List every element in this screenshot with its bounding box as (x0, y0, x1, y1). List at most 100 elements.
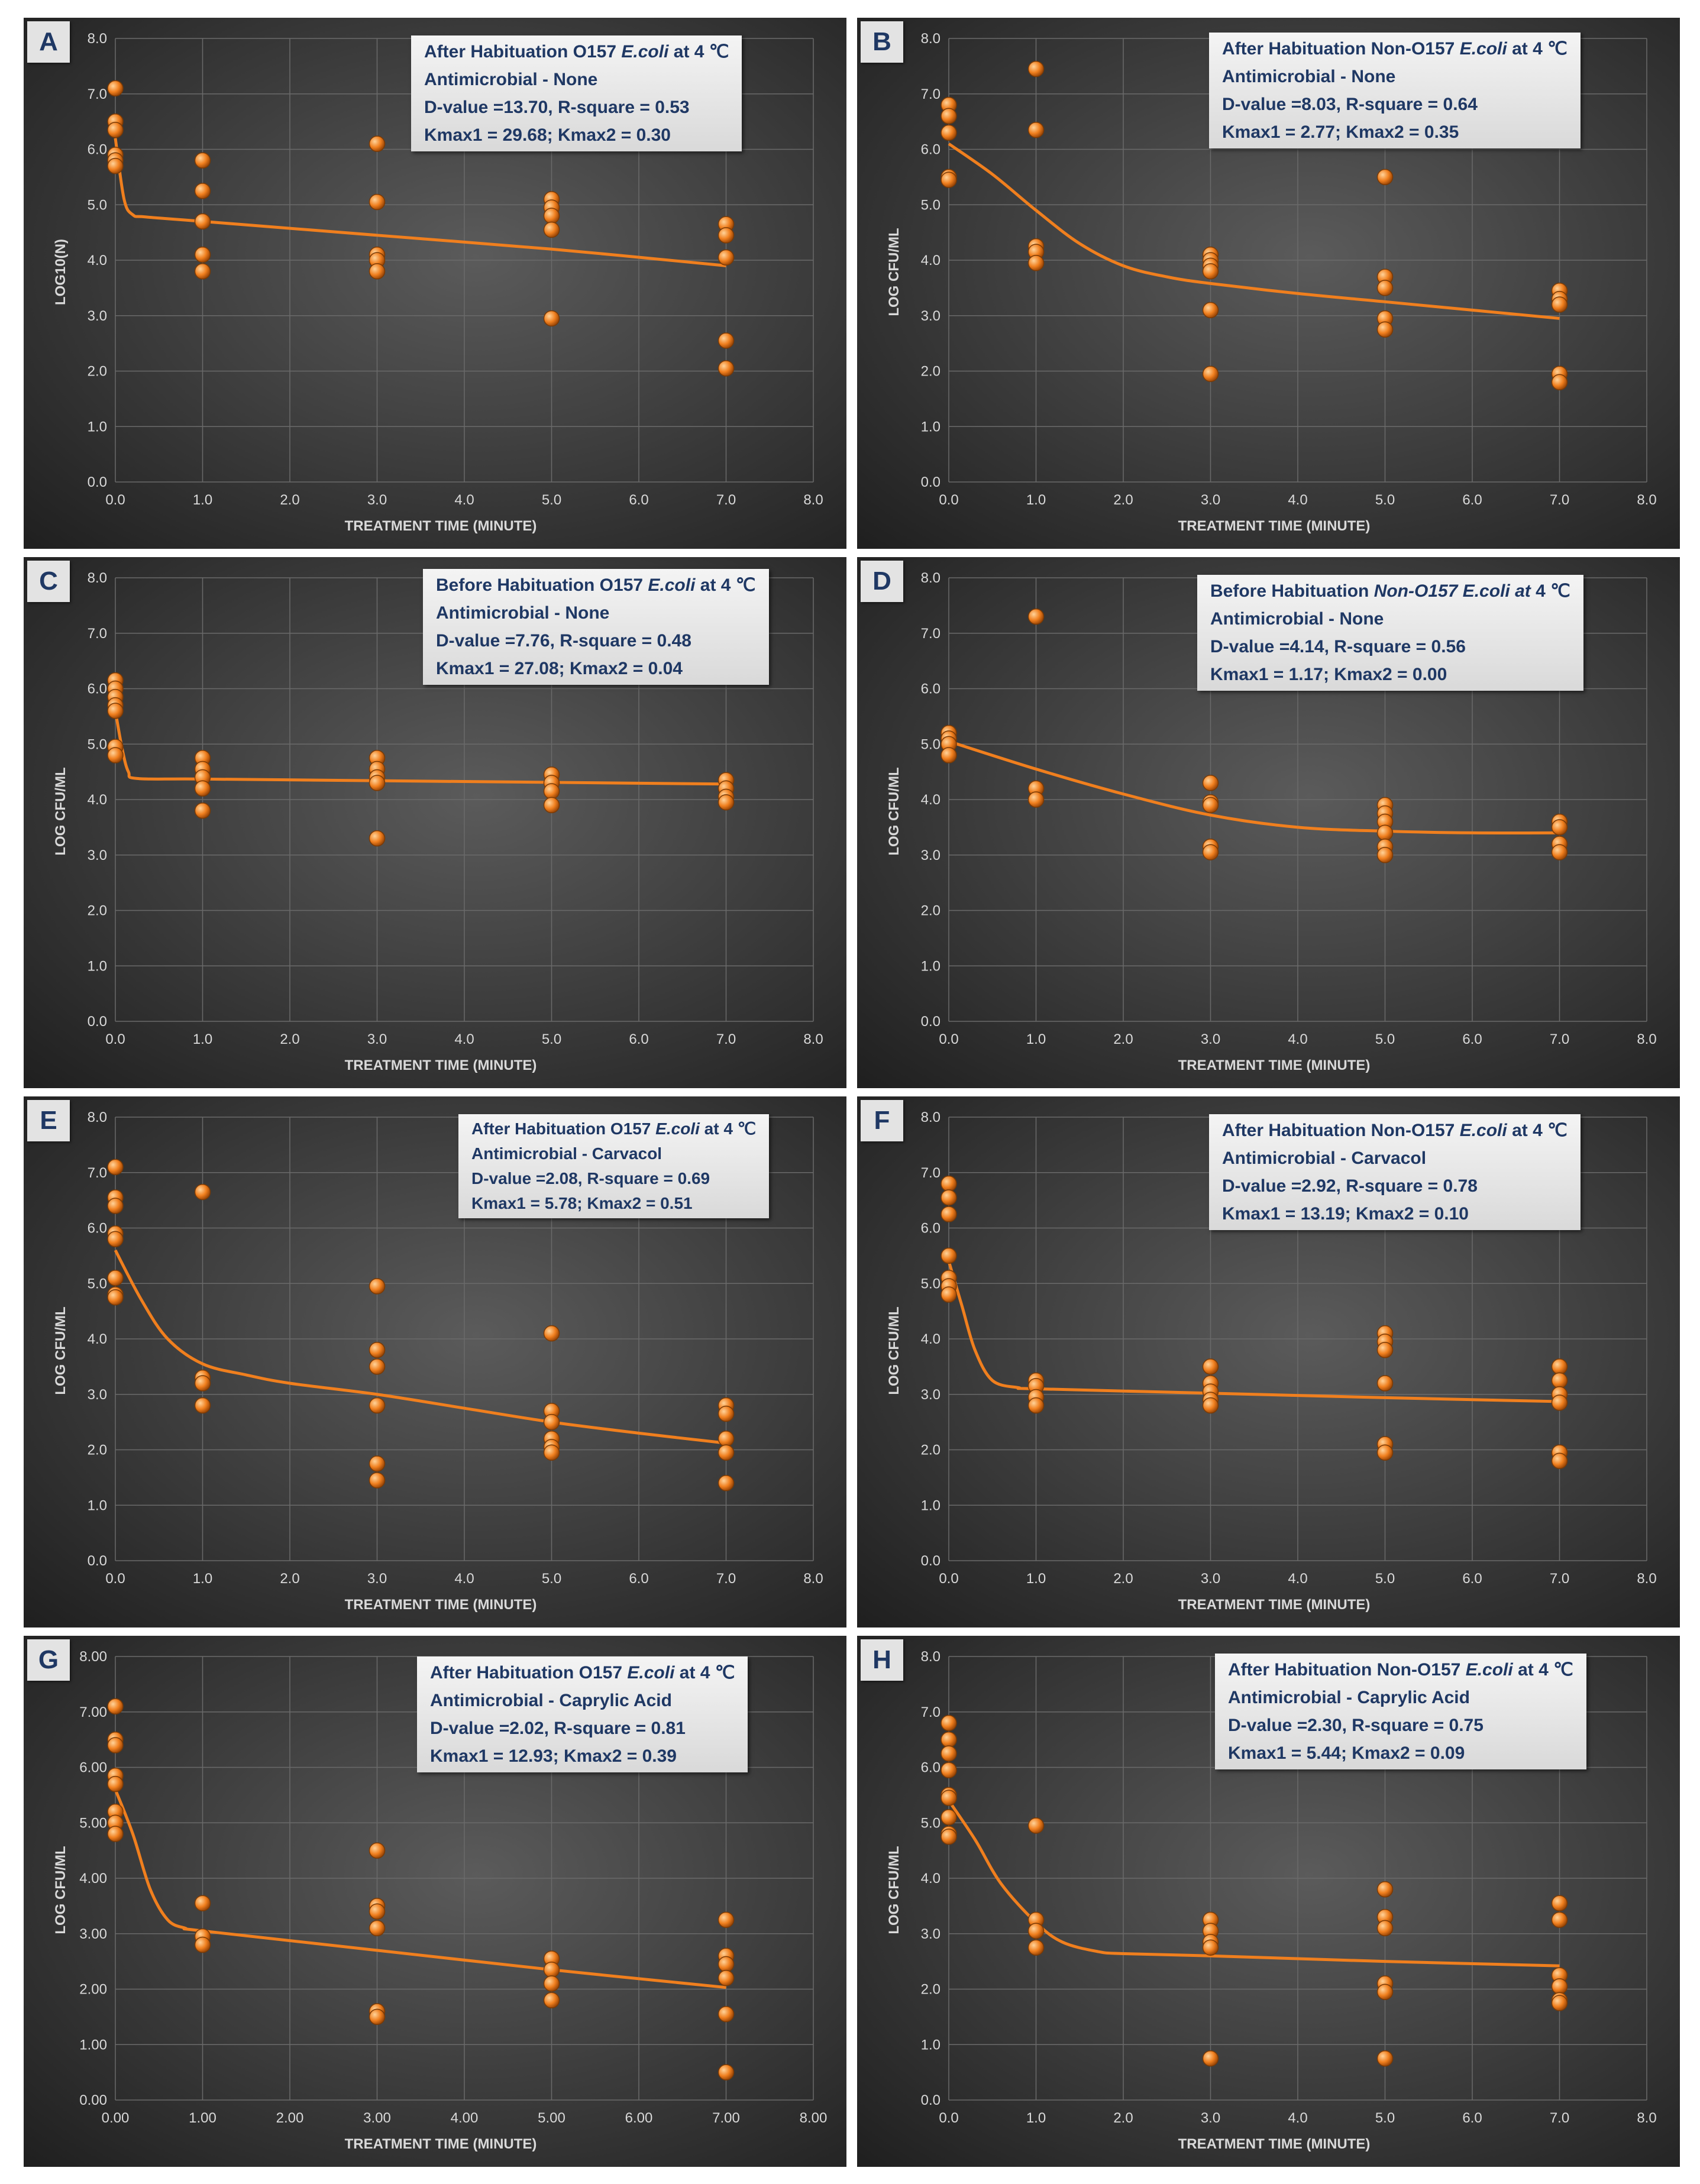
x-tick-label: 5.0 (1375, 492, 1395, 508)
data-point (1551, 1358, 1568, 1375)
data-point (1376, 280, 1394, 296)
info-kmax: Kmax1 = 5.78; Kmax2 = 0.51 (471, 1194, 693, 1212)
y-tick-label: 2.0 (88, 903, 107, 919)
panel-f-plot: 0.0 1.0 2.0 3.0 4.0 5.0 6.0 7.0 8.0 0.0 1.0 2.0 3.0 4… (886, 1109, 1657, 1613)
data-point (194, 1183, 211, 1201)
panel-c: 0.0 1.0 2.0 3.0 4.0 5.0 6.0 7.0 8.0 0.0 1.0 2.0 3.0 4… (24, 557, 846, 1088)
data-point (718, 332, 735, 349)
info-kmax: Kmax1 = 5.44; Kmax2 = 0.09 (1228, 1743, 1465, 1763)
info-title: After Habituation Non-O157 E.coli at 4 ℃ (1228, 1660, 1573, 1680)
panel-g-plot: 0.00 1.00 2.00 3.00 4.00 5.00 6.00 7.00 8.00 0.00… (53, 1649, 827, 2152)
x-axis-label: TREATMENT TIME (MINUTE) (1178, 518, 1371, 534)
x-tick-label: 2.0 (1113, 2110, 1133, 2126)
data-point (941, 747, 957, 763)
data-point (718, 1475, 735, 1491)
fit-curve (948, 143, 1560, 320)
data-point (1551, 374, 1568, 390)
y-tick-label: 6.0 (921, 1221, 941, 1237)
y-tick-label: 3.0 (88, 847, 107, 863)
y-tick-label: 5.0 (921, 197, 941, 213)
data-point (107, 80, 124, 97)
data-point (1376, 847, 1394, 863)
y-tick-label: 5.0 (921, 736, 941, 752)
data-point (1376, 2050, 1394, 2067)
x-tick-label: 3.00 (363, 2110, 391, 2126)
data-point (1202, 365, 1219, 382)
data-point (107, 703, 124, 719)
panel-d: 0.0 1.0 2.0 3.0 4.0 5.0 6.0 7.0 8.0 0.0 1.0 2.0 3.0 4… (857, 557, 1680, 1088)
data-point (107, 1270, 124, 1286)
x-tick-label: 1.0 (1026, 2110, 1046, 2126)
info-kmax: Kmax1 = 29.68; Kmax2 = 0.30 (424, 125, 671, 145)
x-tick-label: 0.0 (939, 1031, 958, 1047)
data-point (718, 249, 735, 266)
x-tick-label: 8.0 (803, 1031, 823, 1047)
y-tick-label: 8.00 (79, 1649, 107, 1665)
y-axis-label: LOG CFU/ML (53, 767, 69, 855)
y-tick-label: 0.0 (921, 1553, 941, 1569)
y-tick-label: 0.0 (88, 1014, 107, 1030)
y-tick-label: 6.0 (88, 142, 107, 158)
data-point (1376, 1920, 1394, 1937)
y-tick-label: 0.0 (921, 474, 941, 490)
x-tick-label: 0.0 (105, 1031, 125, 1047)
x-tick-label: 2.0 (280, 1571, 299, 1587)
x-tick-label: 3.0 (1201, 2110, 1220, 2126)
fit-curve (948, 740, 1560, 834)
data-point (194, 246, 211, 263)
info-dvalue: D-value =2.92, R-square = 0.78 (1222, 1176, 1478, 1196)
data-point (194, 213, 211, 230)
data-point (941, 1247, 957, 1264)
data-point (543, 221, 560, 238)
info-dvalue: D-value =2.02, R-square = 0.81 (430, 1719, 686, 1738)
y-tick-label: 7.0 (921, 86, 941, 102)
data-point (1027, 608, 1045, 625)
data-point (107, 1289, 124, 1306)
data-point (1027, 1817, 1045, 1834)
y-tick-label: 3.0 (88, 1387, 107, 1403)
data-point (718, 1956, 735, 1973)
info-dvalue: D-value =8.03, R-square = 0.64 (1222, 95, 1478, 114)
y-tick-label: 1.00 (79, 2037, 107, 2053)
data-point (369, 1455, 386, 1472)
y-axis-label: LOG10(N) (53, 239, 69, 305)
y-tick-label: 1.0 (921, 419, 941, 435)
data-point (1376, 1984, 1394, 2000)
data-point (543, 1413, 560, 1431)
y-tick-label: 0.0 (921, 1014, 941, 1030)
y-tick-label: 7.00 (79, 1704, 107, 1720)
x-tick-label: 6.0 (1462, 1031, 1482, 1047)
x-tick-label: 7.00 (712, 2110, 740, 2126)
y-tick-label: 8.0 (921, 31, 941, 47)
y-tick-label: 7.0 (88, 626, 107, 642)
y-tick-label: 4.0 (88, 792, 107, 808)
info-box: After Habituation O157 E.coli at 4 ℃ Ant… (458, 1114, 770, 1218)
info-kmax: Kmax1 = 13.19; Kmax2 = 0.10 (1222, 1204, 1469, 1224)
data-point (194, 183, 211, 199)
info-dvalue: D-value =4.14, R-square = 0.56 (1210, 637, 1466, 656)
info-box: Before Habituation O157 E.coli at 4 ℃ An… (423, 569, 769, 685)
x-axis-label: TREATMENT TIME (MINUTE) (345, 518, 537, 534)
x-axis-label: TREATMENT TIME (MINUTE) (1178, 1597, 1371, 1613)
y-tick-label: 6.0 (88, 681, 107, 697)
info-title: After Habituation O157 E.coli at 4 ℃ (424, 42, 729, 62)
y-tick-label: 3.0 (921, 1387, 941, 1403)
data-point (941, 1175, 957, 1192)
y-tick-label: 4.0 (921, 792, 941, 808)
x-tick-label: 0.0 (939, 492, 958, 508)
info-box: After Habituation Non-O157 E.coli at 4 ℃… (1215, 1654, 1586, 1769)
x-tick-label: 3.0 (1201, 492, 1220, 508)
info-box: Before Habituation Non-O157 E.coli at 4 … (1197, 575, 1583, 691)
x-tick-label: 5.0 (1375, 2110, 1395, 2126)
x-axis-label: TREATMENT TIME (MINUTE) (345, 2136, 537, 2152)
data-point (543, 310, 560, 327)
data-point (1202, 2050, 1219, 2067)
data-point (941, 1809, 957, 1826)
y-tick-label: 5.0 (921, 1276, 941, 1292)
y-tick-label: 0.0 (88, 474, 107, 490)
data-point (1027, 60, 1045, 77)
x-tick-label: 1.0 (193, 1031, 212, 1047)
x-tick-label: 7.0 (716, 492, 736, 508)
data-point (107, 121, 124, 138)
y-tick-label: 2.0 (88, 364, 107, 380)
